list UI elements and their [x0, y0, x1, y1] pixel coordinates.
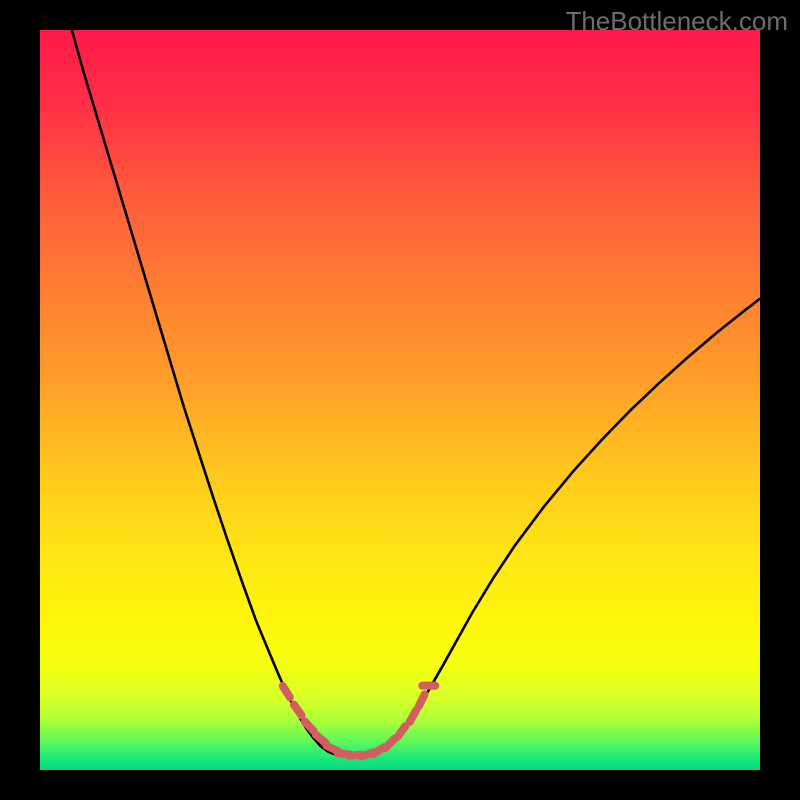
plot-background-gradient	[40, 30, 760, 770]
bottleneck-chart	[0, 0, 800, 800]
chart-stage: TheBottleneck.com	[0, 0, 800, 800]
